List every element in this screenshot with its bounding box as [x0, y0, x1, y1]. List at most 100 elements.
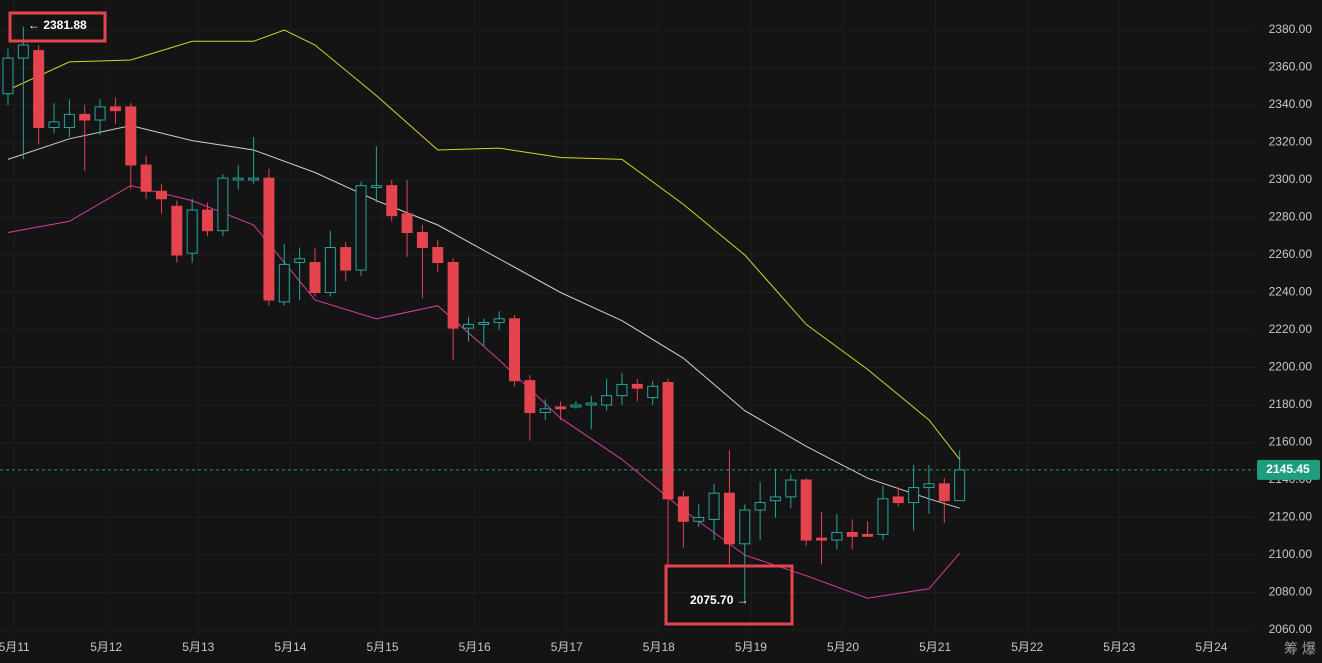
y-tick-label: 2180.00 [1269, 397, 1313, 411]
candle-body [923, 483, 935, 489]
candle-body [708, 492, 720, 520]
y-tick-label: 2080.00 [1269, 585, 1313, 599]
x-tick-label: 5月18 [643, 640, 675, 654]
candle-body [447, 262, 459, 329]
candle-body [585, 402, 597, 406]
candle-body [48, 121, 60, 129]
x-tick-label: 5月23 [1103, 640, 1135, 654]
y-tick-label: 2100.00 [1269, 547, 1313, 561]
candle-body [2, 57, 14, 95]
candle-body [723, 492, 735, 545]
y-tick-label: 2200.00 [1269, 360, 1313, 374]
candle-body [109, 106, 121, 112]
candle-body [754, 502, 766, 511]
bands [7, 29, 961, 599]
candle-body [33, 50, 45, 129]
candle-body [662, 382, 674, 500]
candle-body [493, 318, 505, 324]
candle-body [831, 532, 843, 541]
candle-body [739, 509, 751, 545]
y-tick-label: 2260.00 [1269, 247, 1313, 261]
y-tick-label: 2160.00 [1269, 435, 1313, 449]
candle-body [432, 247, 444, 264]
candle-body [94, 106, 106, 121]
candle-body [816, 537, 828, 541]
x-tick-label: 5月22 [1011, 640, 1043, 654]
candle-body [278, 263, 290, 303]
x-tick-label: 5月24 [1195, 640, 1227, 654]
annotation: ← 2381.88 [28, 18, 87, 32]
y-tick-label: 2340.00 [1269, 97, 1313, 111]
candle-body [171, 205, 183, 256]
x-tick-label: 5月19 [735, 640, 767, 654]
candle-body [416, 232, 428, 249]
candle-body [370, 185, 382, 189]
x-tick-label: 5月13 [182, 640, 214, 654]
candle-body [232, 177, 244, 181]
x-tick-label: 5月20 [827, 640, 859, 654]
candle-body [263, 177, 275, 301]
candle-body [217, 177, 229, 232]
overlay: ← 2381.88 2075.70 → 筹 爆 [8, 11, 1316, 657]
candle-body [908, 487, 920, 504]
candle-body [938, 483, 950, 502]
candle-body [155, 190, 167, 200]
candle-body [677, 496, 689, 522]
candle-body [693, 517, 705, 522]
y-tick-label: 2240.00 [1269, 285, 1313, 299]
candle-body [616, 383, 628, 397]
x-tick-label: 5月14 [274, 640, 306, 654]
annotation: 2075.70 → [690, 593, 749, 607]
candle-body [631, 383, 643, 389]
annotation-box [8, 11, 107, 43]
candle-body [324, 247, 336, 294]
candle-body [340, 247, 352, 271]
candle-body [785, 479, 797, 498]
candle-body [386, 185, 398, 217]
candle-body [509, 318, 521, 382]
candle-body [862, 533, 874, 537]
band-line [7, 29, 961, 460]
candle-body [601, 395, 613, 406]
y-tick-label: 2220.00 [1269, 322, 1313, 336]
candle-body [248, 177, 260, 181]
x-tick-label: 5月17 [551, 640, 583, 654]
candle-body [769, 496, 781, 502]
candle-body [892, 496, 904, 504]
candle-body [539, 408, 551, 414]
candle-body [846, 532, 858, 537]
annotation-box [664, 564, 794, 626]
candle-body [17, 44, 29, 59]
candles [2, 26, 966, 601]
x-tick-label: 5月15 [367, 640, 399, 654]
candle-body [125, 106, 137, 166]
x-tick-label: 5月12 [90, 640, 122, 654]
candle-body [647, 385, 659, 399]
candle-body [202, 209, 214, 232]
candle-body [877, 498, 889, 535]
candle-body [462, 323, 474, 329]
y-tick-label: 2060.00 [1269, 622, 1313, 636]
y-tick-label: 2280.00 [1269, 210, 1313, 224]
grid [0, 0, 1255, 637]
axes: 2060.002080.002100.002120.002140.002160.… [0, 22, 1320, 654]
candle-body [63, 113, 75, 129]
y-tick-label: 2120.00 [1269, 510, 1313, 524]
band-line [7, 185, 961, 599]
candle-body [524, 380, 536, 414]
candle-body [309, 262, 321, 294]
x-tick-label: 5月16 [459, 640, 491, 654]
x-tick-label: 5月11 [0, 640, 30, 654]
y-tick-label: 2380.00 [1269, 22, 1313, 36]
candle-body [294, 258, 306, 264]
watermark: 筹 爆 [1284, 641, 1316, 657]
candle-body [570, 404, 582, 408]
band-line [7, 125, 960, 509]
candle-body [140, 164, 152, 192]
candle-body [800, 479, 812, 541]
candle-body [79, 113, 91, 121]
candle-body [186, 209, 198, 254]
candle-body [954, 469, 966, 502]
